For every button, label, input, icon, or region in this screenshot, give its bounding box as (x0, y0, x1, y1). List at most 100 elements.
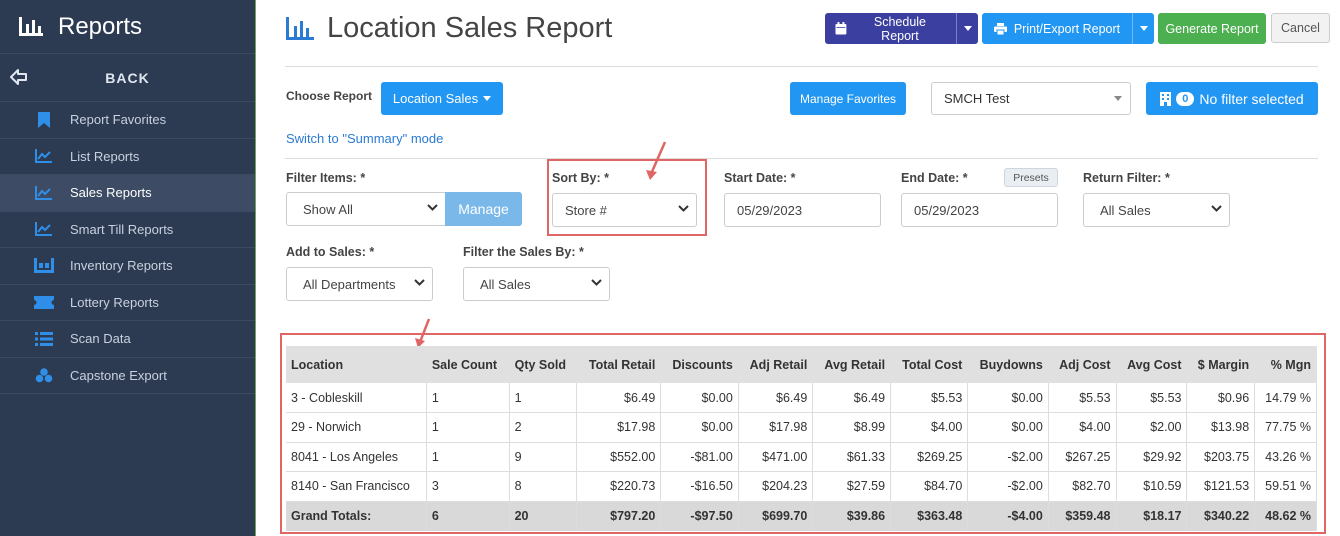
table-cell: $203.75 (1186, 442, 1256, 472)
filter-items-select[interactable]: Show All (286, 192, 446, 226)
table-cell: 1 (426, 383, 510, 413)
schedule-dropdown-toggle[interactable] (956, 13, 978, 44)
sidebar-header: Reports (0, 0, 255, 54)
line-chart-icon (34, 221, 54, 237)
chevron-down-icon (427, 204, 438, 211)
column-header[interactable]: Avg Cost (1116, 346, 1188, 383)
sidebar-item-label: Report Favorites (70, 112, 167, 128)
table-cell: 1 (426, 442, 510, 472)
table-cell: 1 (426, 412, 510, 443)
print-export-dropdown-toggle[interactable] (1132, 13, 1154, 44)
sort-by-highlight-box (547, 159, 707, 236)
column-header[interactable]: Avg Retail (812, 346, 892, 383)
column-header[interactable]: Adj Retail (738, 346, 814, 383)
sidebar-item-label: Smart Till Reports (70, 221, 174, 237)
header-divider (285, 66, 1318, 67)
start-date-input[interactable]: 05/29/2023 (724, 193, 881, 227)
filter-divider (285, 158, 1318, 159)
annotation-arrow-icon (646, 141, 667, 180)
store-filter-button[interactable]: 0 No filter selected (1146, 82, 1318, 115)
table-cell: 1 (509, 383, 578, 413)
caret-down-icon (1114, 96, 1122, 101)
table-row: 8140 - San Francisco 3 8 $220.73 -$16.50 $204… (286, 471, 1317, 502)
manage-items-button[interactable]: Manage (445, 192, 522, 226)
column-header[interactable]: Total Retail (576, 346, 662, 383)
store-select[interactable]: SMCH Test (931, 82, 1131, 115)
store-select-value: SMCH Test (944, 91, 1010, 106)
column-header[interactable]: Location (286, 346, 427, 383)
end-date-label: End Date: * (901, 171, 968, 185)
sidebar-item-label: Capstone Export (70, 367, 167, 383)
table-cell: $552.00 (576, 442, 662, 472)
print-export-button[interactable]: Print/Export Report (982, 13, 1132, 44)
schedule-report-button[interactable]: Schedule Report (825, 13, 956, 44)
annotation-arrow-icon (415, 318, 431, 348)
sidebar-item-inventory-reports[interactable]: Inventory Reports (0, 248, 255, 285)
table-cell: $10.59 (1116, 471, 1188, 502)
totals-cell: 48.62 % (1254, 501, 1317, 531)
grand-totals-row: Grand Totals: 6 20 $797.20 -$97.50 $699.70 $39… (286, 501, 1317, 531)
add-to-sales-value: All Departments (303, 276, 396, 292)
totals-cell: $340.22 (1186, 501, 1256, 531)
table-cell: $6.49 (738, 383, 814, 413)
end-date-input[interactable]: 05/29/2023 (901, 193, 1058, 227)
column-header[interactable]: Sale Count (426, 346, 510, 383)
line-chart-icon (34, 185, 54, 201)
column-header[interactable]: Adj Cost (1048, 346, 1117, 383)
sidebar-item-scan-data[interactable]: Scan Data (0, 321, 255, 358)
return-filter-label: Return Filter: * (1083, 171, 1170, 185)
sidebar-item-label: Inventory Reports (70, 258, 173, 274)
cancel-button[interactable]: Cancel (1271, 13, 1330, 43)
date-presets-button[interactable]: Presets (1004, 168, 1058, 187)
table-highlight-box (280, 333, 1326, 534)
sort-by-select[interactable]: Store # (552, 193, 697, 227)
column-header[interactable]: Buydowns (967, 346, 1049, 383)
table-cell: $2.00 (1116, 412, 1188, 443)
list-icon (34, 331, 54, 347)
report-type-dropdown[interactable]: Location Sales (381, 82, 503, 115)
sidebar-item-lottery-reports[interactable]: Lottery Reports (0, 285, 255, 321)
table-cell: $0.00 (967, 383, 1049, 413)
table-cell: $0.96 (1186, 383, 1256, 413)
add-to-sales-select[interactable]: All Departments (286, 267, 433, 301)
filter-sales-by-select[interactable]: All Sales (463, 267, 610, 301)
totals-cell: $363.48 (890, 501, 969, 531)
table-cell: -$2.00 (967, 442, 1049, 472)
table-cell: $13.98 (1186, 412, 1256, 443)
column-header[interactable]: $ Margin (1186, 346, 1256, 383)
table-cell: $0.00 (660, 383, 739, 413)
bar-chart-icon (19, 16, 43, 36)
switch-summary-mode-link[interactable]: Switch to "Summary" mode (286, 131, 444, 146)
column-header[interactable]: Discounts (660, 346, 739, 383)
caret-down-icon (483, 96, 492, 101)
table-row: 29 - Norwich 1 2 $17.98 $0.00 $17.98 $8.99 $4.0… (286, 412, 1317, 443)
table-cell: 59.51 % (1254, 471, 1317, 502)
table-cell: $471.00 (738, 442, 814, 472)
sidebar-item-list-reports[interactable]: List Reports (0, 139, 255, 175)
column-header[interactable]: Qty Sold (509, 346, 578, 383)
generate-report-button[interactable]: Generate Report (1158, 13, 1266, 44)
totals-cell: $359.48 (1048, 501, 1117, 531)
sidebar-item-label: Scan Data (70, 331, 131, 347)
column-header[interactable]: Total Cost (890, 346, 969, 383)
inventory-icon (34, 258, 54, 274)
table-cell: $6.49 (812, 383, 892, 413)
report-chart-icon (286, 16, 314, 40)
calendar-icon (835, 22, 847, 35)
manage-favorites-button[interactable]: Manage Favorites (790, 82, 906, 115)
cubes-icon (34, 367, 54, 383)
table-cell: $0.00 (660, 412, 739, 443)
sidebar-item-capstone-export[interactable]: Capstone Export (0, 358, 255, 394)
back-button[interactable]: BACK (0, 54, 255, 102)
sidebar-item-smart-till-reports[interactable]: Smart Till Reports (0, 212, 255, 248)
sidebar-item-report-favorites[interactable]: Report Favorites (0, 102, 255, 139)
chevron-down-icon (678, 205, 689, 212)
table-cell: 29 - Norwich (286, 412, 427, 443)
column-header[interactable]: % Mgn (1254, 346, 1317, 383)
table-cell: -$2.00 (967, 471, 1049, 502)
table-cell: 9 (509, 442, 578, 472)
table-cell: $0.00 (967, 412, 1049, 443)
totals-cell: -$97.50 (660, 501, 739, 531)
return-filter-select[interactable]: All Sales (1083, 193, 1230, 227)
sidebar-item-sales-reports[interactable]: Sales Reports (0, 175, 255, 212)
